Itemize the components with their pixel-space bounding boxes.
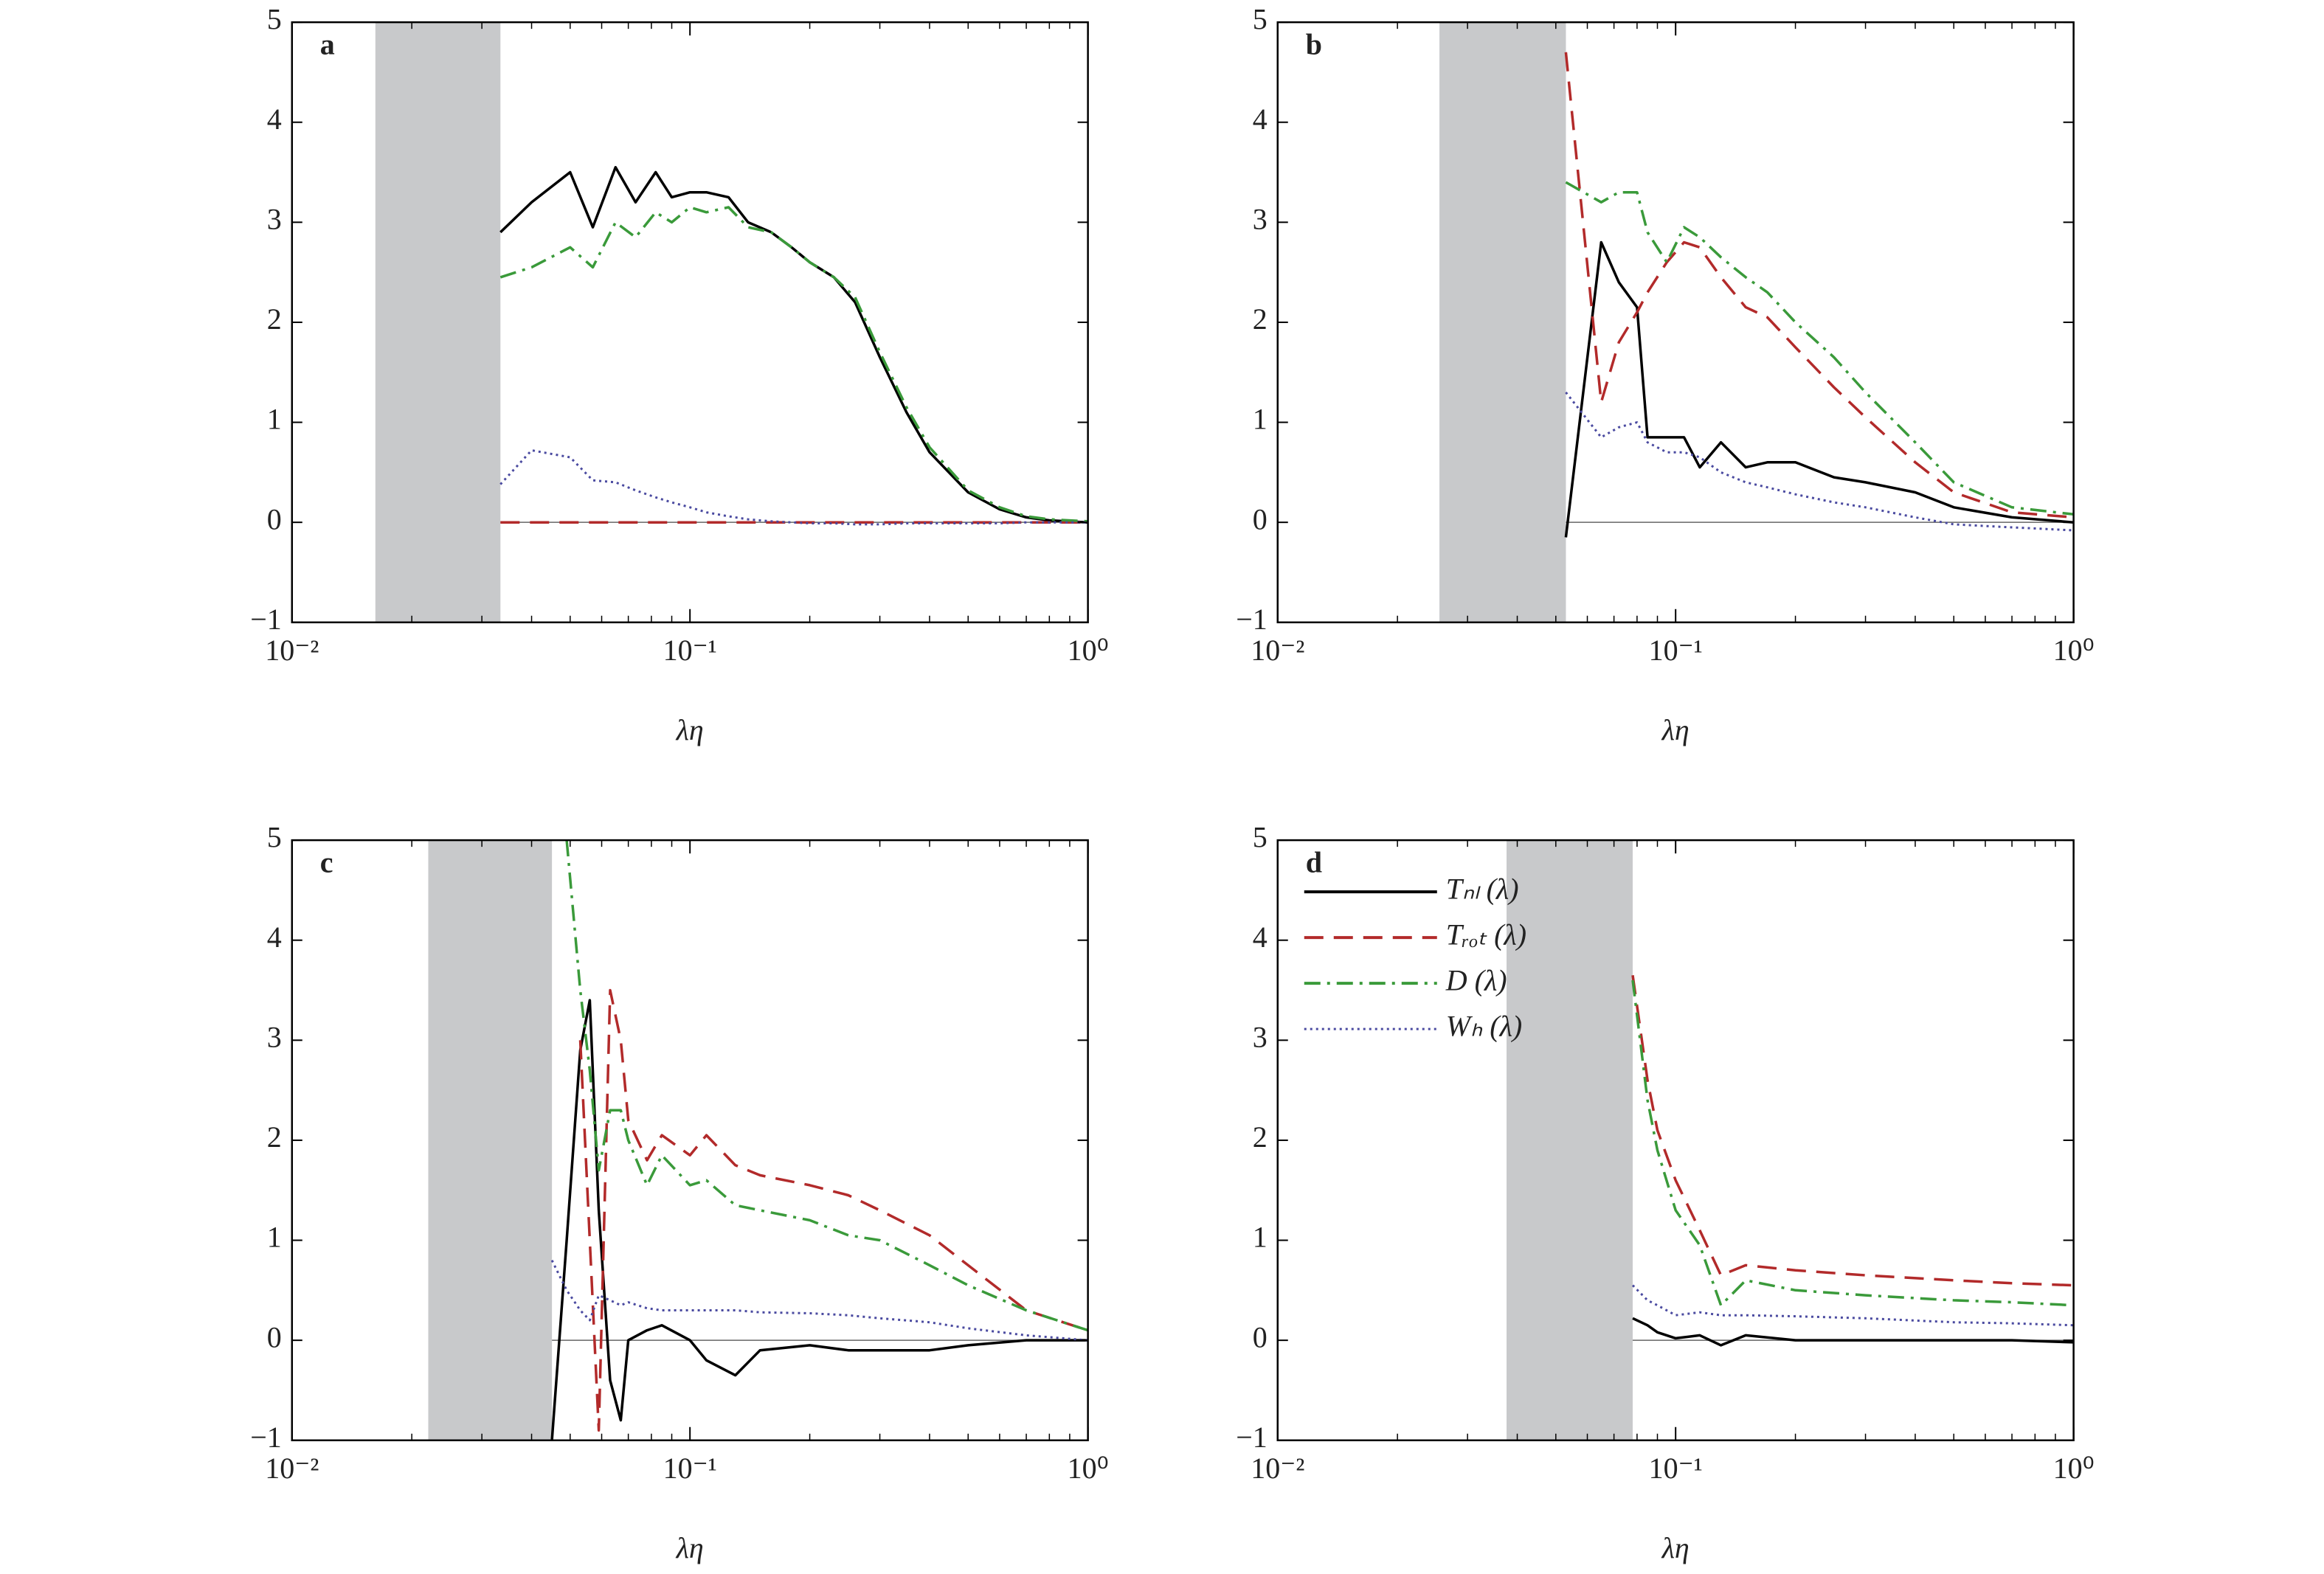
data-line xyxy=(1564,240,2074,538)
y-tick-label: 4 xyxy=(267,103,282,136)
data-line xyxy=(1631,974,2074,1287)
y-tick-label: 5 xyxy=(267,2,282,35)
panel: −1 0 1 2 3 4 5 10⁻² 10⁻¹ 10⁰ λη c xyxy=(250,820,1108,1564)
y-tick-label: 0 xyxy=(1253,1320,1268,1353)
x-tick-label: 10⁻² xyxy=(265,634,319,667)
data-line xyxy=(499,206,1088,523)
x-tick-label: 10⁻² xyxy=(265,1452,319,1485)
y-tick-label: 5 xyxy=(1253,820,1268,853)
x-tick-label: 10⁻¹ xyxy=(1649,634,1703,667)
y-tick-label: 2 xyxy=(1253,302,1268,336)
x-tick-label: 10⁰ xyxy=(1068,1452,1109,1485)
y-tick-label: 3 xyxy=(267,203,282,236)
y-tick-label: 3 xyxy=(1253,203,1268,236)
data-line xyxy=(499,166,1088,524)
data-line xyxy=(550,999,1088,1440)
y-tick-label: 1 xyxy=(267,403,282,436)
shaded-region xyxy=(1439,22,1566,623)
y-tick-label: 1 xyxy=(1253,1221,1268,1254)
y-tick-label: 2 xyxy=(267,1120,282,1154)
legend-label: D (λ) xyxy=(1445,963,1507,996)
y-tick-label: 3 xyxy=(267,1020,282,1053)
shaded-region xyxy=(375,22,501,623)
y-tick-label: 2 xyxy=(267,302,282,336)
legend-label: Tᵣₒₜ (λ) xyxy=(1446,918,1526,951)
shaded-region xyxy=(1507,840,1633,1440)
data-line xyxy=(499,449,1088,526)
data-line xyxy=(1565,181,2074,516)
plot-frame xyxy=(1276,839,2075,1441)
y-tick-label: 5 xyxy=(267,820,282,853)
y-tick-label: 0 xyxy=(1253,502,1268,535)
shaded-region xyxy=(428,840,553,1440)
y-tick-label: −1 xyxy=(250,1421,282,1454)
data-line xyxy=(1631,1284,2074,1327)
panel-label: d xyxy=(1306,845,1322,878)
y-tick-label: −1 xyxy=(250,603,282,636)
y-tick-label: −1 xyxy=(1236,603,1268,636)
panel-label: a xyxy=(320,27,335,60)
y-tick-label: 2 xyxy=(1253,1120,1268,1154)
y-tick-label: 0 xyxy=(267,502,282,535)
y-tick-label: 0 xyxy=(267,1320,282,1353)
panel-label: c xyxy=(320,845,333,878)
x-tick-label: 10⁰ xyxy=(1068,634,1109,667)
data-line xyxy=(1565,391,2074,532)
panel: −1 0 1 2 3 4 5 10⁻² 10⁻¹ 10⁰ λη b xyxy=(1236,2,2094,746)
x-tick-label: 10⁻¹ xyxy=(663,1452,717,1485)
x-tick-label: 10⁻² xyxy=(1251,634,1304,667)
x-tick-label: 10⁻¹ xyxy=(1649,1452,1703,1485)
panel: −1 0 1 2 3 4 5 10⁻² 10⁻¹ 10⁰ λη a xyxy=(250,2,1108,746)
data-line xyxy=(550,1260,1088,1342)
plot-frame xyxy=(1276,21,2075,624)
y-tick-label: 4 xyxy=(1253,921,1268,954)
y-tick-label: 4 xyxy=(267,921,282,954)
x-axis-label: λη xyxy=(676,1531,704,1564)
legend-label: Wₕ (λ) xyxy=(1446,1009,1522,1042)
y-tick-label: −1 xyxy=(1236,1421,1268,1454)
data-line xyxy=(1564,52,2074,519)
x-tick-label: 10⁰ xyxy=(2053,1452,2095,1485)
plot-frame xyxy=(291,839,1089,1441)
x-axis-label: λη xyxy=(676,713,704,746)
data-line xyxy=(1632,1317,2074,1347)
x-axis-label: λη xyxy=(1661,713,1690,746)
data-line xyxy=(565,839,1089,1332)
y-tick-label: 5 xyxy=(1253,2,1268,35)
y-tick-label: 1 xyxy=(1253,403,1268,436)
x-tick-label: 10⁻² xyxy=(1251,1452,1304,1485)
x-axis-label: λη xyxy=(1661,1531,1690,1564)
y-tick-label: 1 xyxy=(267,1221,282,1254)
panel-label: b xyxy=(1306,27,1322,60)
y-tick-label: 4 xyxy=(1253,103,1268,136)
x-tick-label: 10⁰ xyxy=(2053,634,2095,667)
data-line xyxy=(1631,980,2074,1307)
legend-label: Tₙₗ (λ) xyxy=(1446,872,1519,905)
y-tick-label: 3 xyxy=(1253,1020,1268,1053)
data-line xyxy=(578,988,1089,1432)
x-tick-label: 10⁻¹ xyxy=(663,634,717,667)
panel: −1 0 1 2 3 4 5 10⁻² 10⁻¹ 10⁰ λη d Tₙₗ (λ) Tᵣₒₜ (λ) D (… xyxy=(1236,820,2094,1564)
